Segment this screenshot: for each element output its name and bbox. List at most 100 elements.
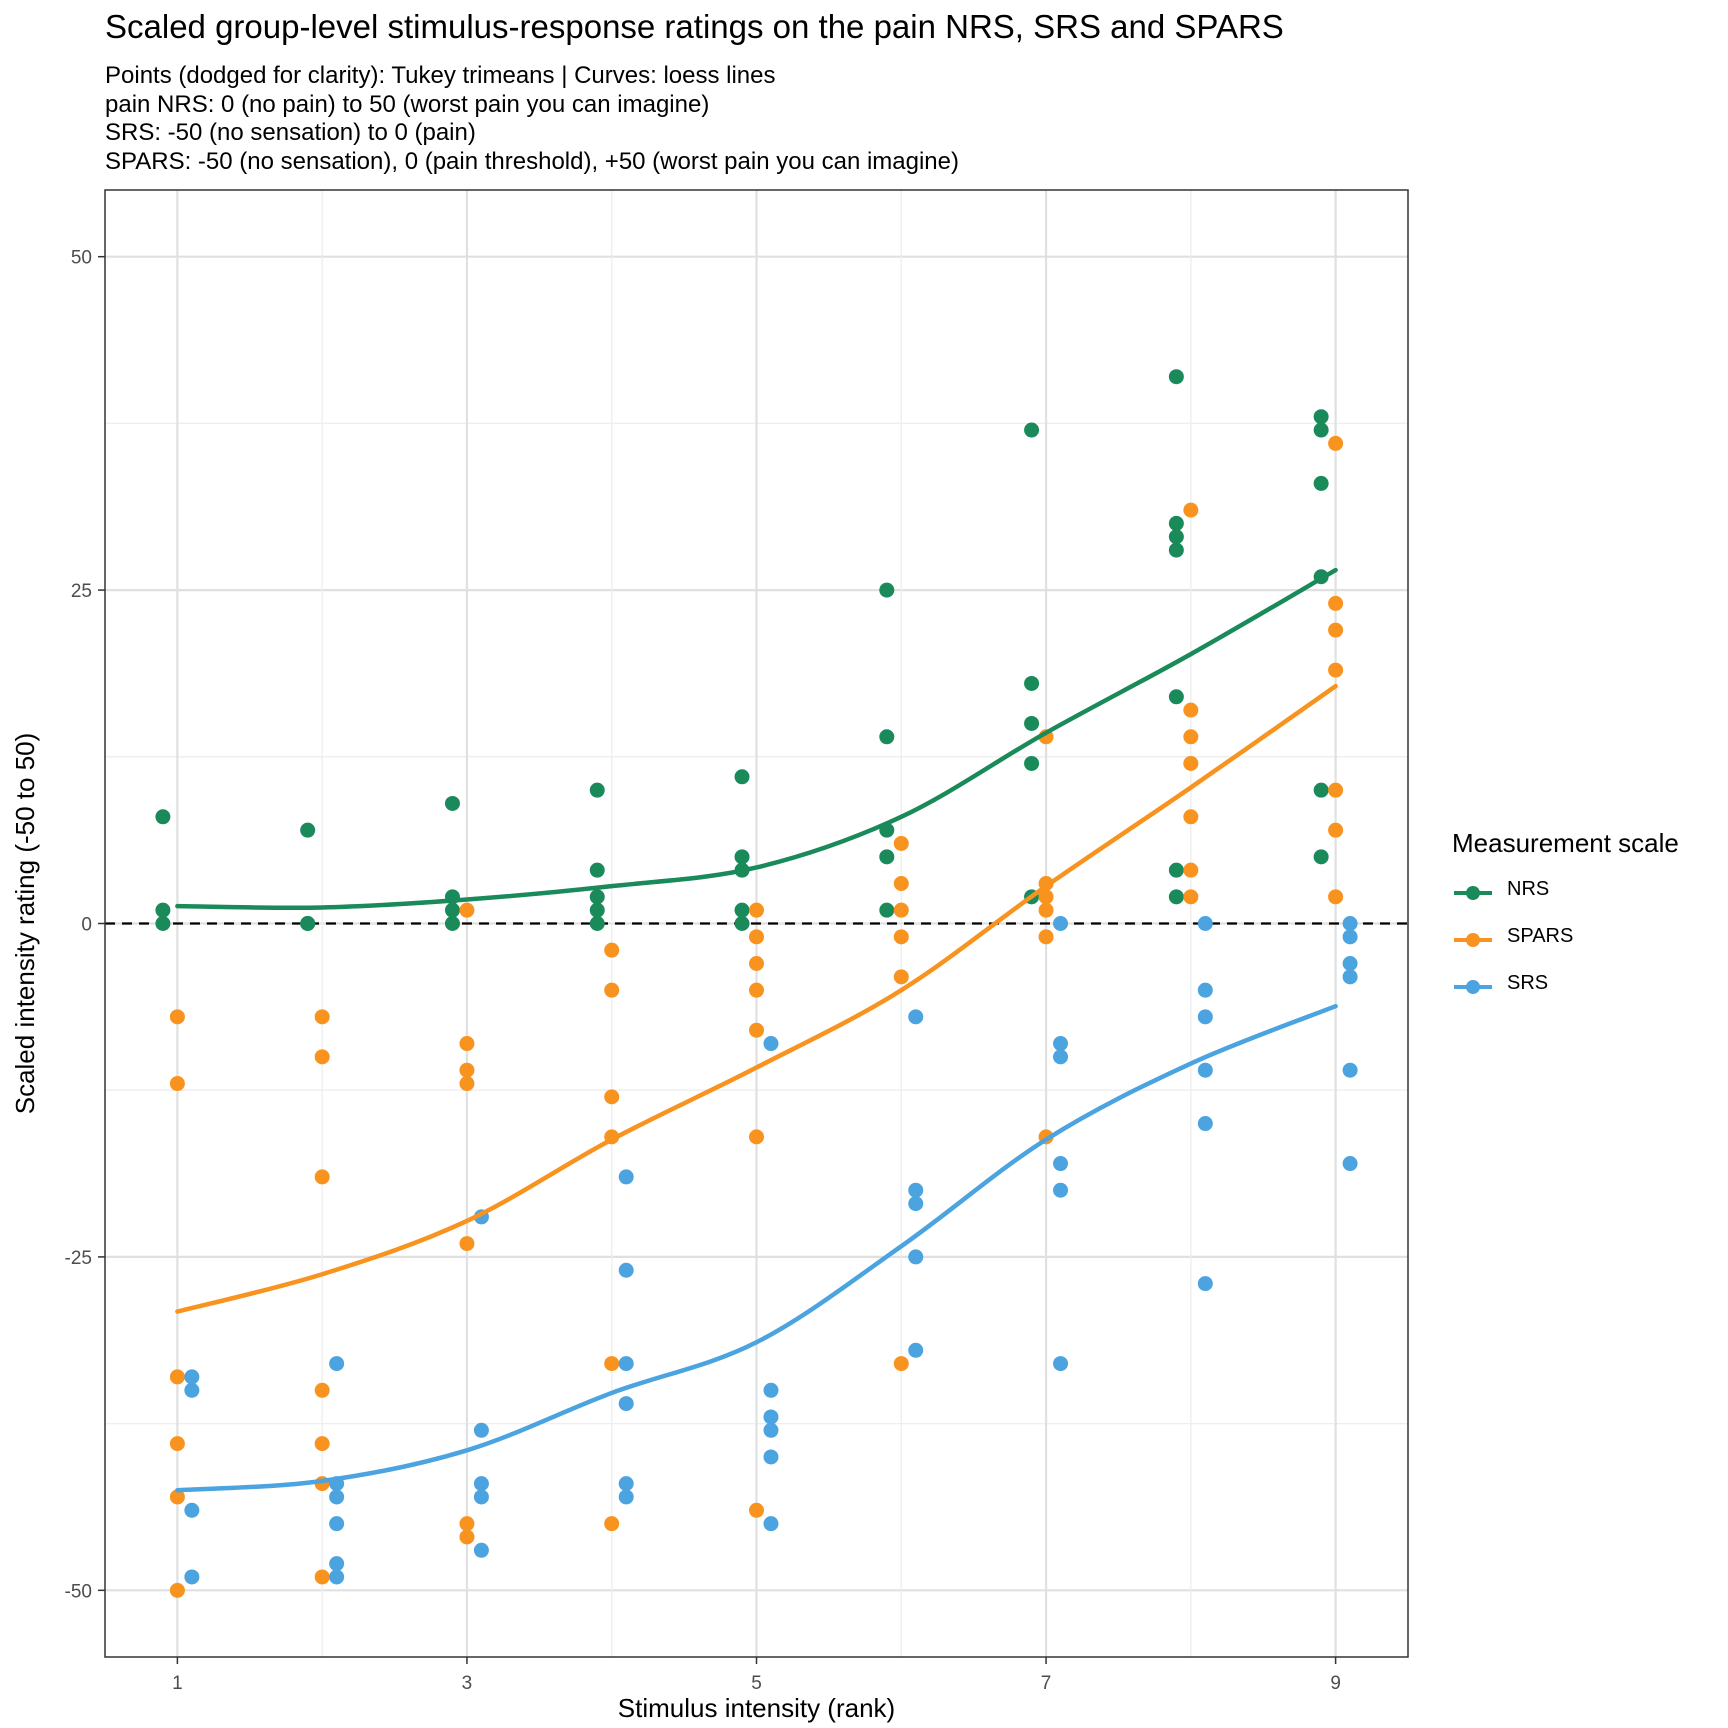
data-point-spars bbox=[1038, 902, 1054, 918]
y-tick-label: -50 bbox=[65, 1581, 92, 1602]
data-point-srs bbox=[1053, 1356, 1069, 1372]
data-point-nrs bbox=[1313, 782, 1329, 798]
data-point-spars bbox=[749, 956, 764, 972]
data-point-nrs bbox=[879, 902, 895, 918]
data-point-srs bbox=[908, 1009, 924, 1025]
data-point-spars bbox=[1183, 809, 1199, 825]
data-point-srs bbox=[1197, 1276, 1213, 1292]
data-point-spars bbox=[169, 1436, 185, 1452]
data-point-nrs bbox=[444, 916, 460, 931]
legend-label: SRS bbox=[1507, 972, 1549, 994]
data-point-srs bbox=[184, 1369, 200, 1385]
data-point-srs bbox=[908, 1182, 924, 1198]
data-point-srs bbox=[1053, 916, 1069, 931]
chart-title: Scaled group-level stimulus-response rat… bbox=[105, 8, 1284, 45]
data-point-srs bbox=[1197, 1009, 1213, 1025]
legend-label: SPARS bbox=[1507, 925, 1574, 947]
data-point-srs bbox=[1053, 1182, 1069, 1198]
data-point-spars bbox=[604, 982, 620, 998]
data-point-nrs bbox=[444, 795, 460, 811]
y-tick-label: 0 bbox=[81, 915, 92, 936]
data-point-srs bbox=[1197, 916, 1213, 931]
data-point-spars bbox=[1038, 889, 1054, 905]
data-point-srs bbox=[329, 1356, 345, 1372]
data-point-spars bbox=[1328, 622, 1344, 638]
data-point-srs bbox=[618, 1396, 634, 1412]
data-point-srs bbox=[473, 1422, 489, 1438]
x-tick-label: 1 bbox=[172, 1673, 183, 1694]
data-point-srs bbox=[1342, 916, 1358, 931]
data-point-nrs bbox=[1313, 422, 1329, 438]
data-point-spars bbox=[749, 1022, 764, 1038]
data-point-spars bbox=[893, 875, 909, 891]
data-point-nrs bbox=[734, 849, 750, 865]
data-point-srs bbox=[618, 1262, 634, 1278]
data-point-spars bbox=[1328, 782, 1344, 798]
data-point-nrs bbox=[589, 916, 605, 931]
data-point-srs bbox=[1342, 956, 1358, 972]
data-point-spars bbox=[314, 1569, 330, 1585]
loess-curve-nrs bbox=[175, 567, 1338, 911]
data-point-spars bbox=[604, 1356, 620, 1372]
data-point-nrs bbox=[1168, 529, 1184, 545]
data-point-srs bbox=[1197, 982, 1213, 998]
data-point-nrs bbox=[589, 889, 605, 905]
data-point-srs bbox=[329, 1516, 345, 1532]
subtitle-line: SRS: -50 (no sensation) to 0 (pain) bbox=[105, 119, 476, 146]
data-point-nrs bbox=[1168, 515, 1184, 531]
data-point-nrs bbox=[589, 902, 605, 918]
data-point-nrs bbox=[1024, 715, 1040, 731]
data-point-spars bbox=[459, 1529, 475, 1545]
data-point-spars bbox=[1038, 929, 1054, 945]
data-point-nrs bbox=[155, 902, 171, 918]
data-point-srs bbox=[1053, 1049, 1069, 1065]
data-point-spars bbox=[314, 1049, 330, 1065]
data-point-nrs bbox=[1168, 689, 1184, 705]
data-point-nrs bbox=[300, 916, 316, 931]
data-point-srs bbox=[763, 1516, 779, 1532]
chart-subtitle: Points (dodged for clarity): Tukey trime… bbox=[105, 62, 959, 176]
data-point-nrs bbox=[1313, 475, 1329, 491]
legend-key-spars bbox=[1452, 930, 1494, 950]
data-point-nrs bbox=[879, 729, 895, 745]
y-tick-label: 25 bbox=[71, 581, 92, 602]
data-point-srs bbox=[763, 1382, 779, 1398]
legend-title: Measurement scale bbox=[1452, 828, 1679, 858]
subtitle-line: SPARS: -50 (no sensation), 0 (pain thres… bbox=[105, 147, 959, 175]
data-point-srs bbox=[329, 1569, 345, 1585]
data-point-spars bbox=[169, 1076, 185, 1092]
data-point-spars bbox=[1328, 822, 1344, 838]
data-point-spars bbox=[459, 1036, 475, 1052]
data-point-nrs bbox=[444, 902, 460, 918]
y-tick-label: 50 bbox=[71, 248, 92, 269]
data-point-srs bbox=[908, 1196, 924, 1212]
data-point-spars bbox=[459, 902, 475, 918]
data-point-nrs bbox=[734, 916, 750, 931]
data-point-spars bbox=[459, 1062, 475, 1078]
data-point-nrs bbox=[589, 862, 605, 878]
data-point-nrs bbox=[1168, 889, 1184, 905]
data-point-spars bbox=[893, 1356, 909, 1372]
data-point-spars bbox=[314, 1009, 330, 1025]
data-point-nrs bbox=[589, 782, 605, 798]
data-point-spars bbox=[749, 982, 764, 998]
data-point-spars bbox=[604, 942, 620, 958]
data-point-spars bbox=[893, 929, 909, 945]
data-point-spars bbox=[169, 1582, 185, 1598]
data-point-spars bbox=[1328, 662, 1344, 678]
data-point-nrs bbox=[1024, 675, 1040, 691]
x-tick-label: 7 bbox=[1041, 1673, 1052, 1694]
data-point-spars bbox=[1183, 862, 1199, 878]
data-point-nrs bbox=[734, 769, 750, 785]
data-point-nrs bbox=[1024, 422, 1040, 438]
subtitle-line: Points (dodged for clarity): Tukey trime… bbox=[105, 62, 776, 89]
data-point-srs bbox=[618, 1489, 634, 1505]
loess-curve-spars bbox=[175, 683, 1338, 1314]
legend-key-srs bbox=[1452, 977, 1494, 997]
data-point-spars bbox=[314, 1169, 330, 1185]
data-point-spars bbox=[749, 929, 764, 945]
data-point-srs bbox=[184, 1569, 200, 1585]
data-point-srs bbox=[473, 1476, 489, 1492]
data-point-srs bbox=[329, 1556, 345, 1572]
